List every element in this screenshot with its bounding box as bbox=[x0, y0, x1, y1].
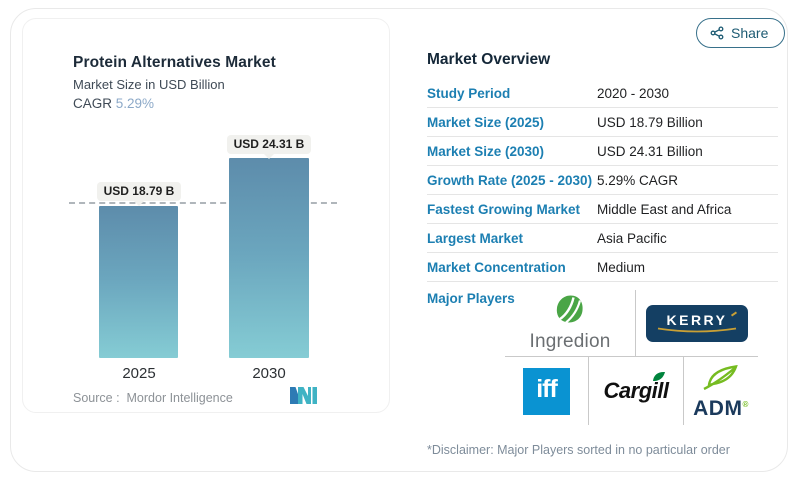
table-row: Fastest Growing Market Middle East and A… bbox=[427, 195, 778, 224]
table-row: Market Size (2030) USD 24.31 Billion bbox=[427, 137, 778, 166]
adm-logo: ADM® bbox=[684, 357, 758, 425]
bar-2025 bbox=[99, 206, 178, 358]
share-button-label: Share bbox=[731, 25, 769, 41]
iff-logo-box: iff bbox=[523, 367, 570, 415]
overview-title: Market Overview bbox=[427, 51, 551, 68]
share-icon bbox=[710, 26, 724, 40]
share-button[interactable]: Share bbox=[696, 18, 786, 48]
row-value: USD 18.79 Billion bbox=[597, 114, 703, 130]
reference-dashed-line bbox=[69, 202, 337, 204]
row-label: Fastest Growing Market bbox=[427, 201, 581, 217]
row-value: Asia Pacific bbox=[597, 230, 667, 246]
adm-leaf-icon bbox=[702, 364, 740, 395]
row-label: Study Period bbox=[427, 85, 511, 101]
major-players-label: Major Players bbox=[427, 291, 515, 306]
chart-subtitle: Market Size in USD Billion bbox=[73, 77, 225, 92]
row-value: Medium bbox=[597, 259, 646, 275]
x-axis-label-2025: 2025 bbox=[122, 365, 156, 382]
row-value: 2020 - 2030 bbox=[597, 85, 670, 101]
iff-logo-text: iff bbox=[536, 375, 558, 403]
table-row: Growth Rate (2025 - 2030) 5.29% CAGR bbox=[427, 166, 778, 195]
cagr-label: CAGR bbox=[73, 96, 113, 111]
table-row: Largest Market Asia Pacific bbox=[427, 224, 778, 253]
bar-value-label-2025: USD 18.79 B bbox=[97, 182, 181, 206]
bar-value-label-2030: USD 24.31 B bbox=[227, 135, 311, 159]
chart-card: Protein Alternatives Market Market Size … bbox=[22, 18, 390, 413]
adm-registered-mark: ® bbox=[742, 399, 749, 409]
row-label: Market Size (2030) bbox=[427, 143, 545, 159]
mordor-intelligence-logo-icon bbox=[290, 387, 317, 409]
bar-2030 bbox=[229, 158, 309, 358]
ingredion-logo: Ingredion bbox=[505, 290, 636, 356]
row-value: USD 24.31 Billion bbox=[597, 143, 703, 159]
cargill-logo: Cargill bbox=[588, 357, 684, 425]
cagr-value: 5.29% bbox=[115, 96, 155, 111]
source-name: Mordor Intelligence bbox=[126, 391, 233, 405]
kerry-gold-accent-icon bbox=[730, 310, 738, 317]
table-row: Market Concentration Medium bbox=[427, 253, 778, 282]
kerry-logo: KERRY bbox=[636, 290, 758, 356]
ingredion-logo-text: Ingredion bbox=[529, 330, 611, 352]
row-label: Market Concentration bbox=[427, 259, 566, 275]
source-label: Source : bbox=[73, 391, 120, 405]
cargill-logo-text: Cargill bbox=[603, 378, 669, 403]
disclaimer-text: *Disclaimer: Major Players sorted in no … bbox=[427, 443, 730, 457]
row-label: Growth Rate (2025 - 2030) bbox=[427, 172, 593, 188]
table-row: Study Period 2020 - 2030 bbox=[427, 79, 778, 108]
row-value: Middle East and Africa bbox=[597, 201, 732, 217]
ingredion-leaf-icon bbox=[555, 294, 585, 330]
row-label: Largest Market bbox=[427, 230, 524, 246]
chart-cagr: CAGR 5.29% bbox=[73, 96, 154, 111]
adm-logo-text: ADM® bbox=[693, 396, 749, 420]
x-axis-label-2030: 2030 bbox=[252, 365, 286, 382]
kerry-logo-text: KERRY bbox=[666, 311, 728, 328]
table-row: Market Size (2025) USD 18.79 Billion bbox=[427, 108, 778, 137]
kerry-logo-box: KERRY bbox=[646, 304, 748, 342]
kerry-gold-swoosh-icon bbox=[657, 327, 737, 332]
row-value: 5.29% CAGR bbox=[597, 172, 679, 188]
major-players-logos: Ingredion KERRY iff bbox=[505, 290, 758, 425]
row-label: Market Size (2025) bbox=[427, 114, 545, 130]
cargill-leaf-icon bbox=[652, 369, 666, 387]
overview-table: Study Period 2020 - 2030 Market Size (20… bbox=[427, 79, 778, 282]
source-line: Source : Mordor Intelligence bbox=[73, 391, 233, 405]
chart-title: Protein Alternatives Market bbox=[73, 54, 276, 71]
iff-logo: iff bbox=[505, 357, 588, 425]
